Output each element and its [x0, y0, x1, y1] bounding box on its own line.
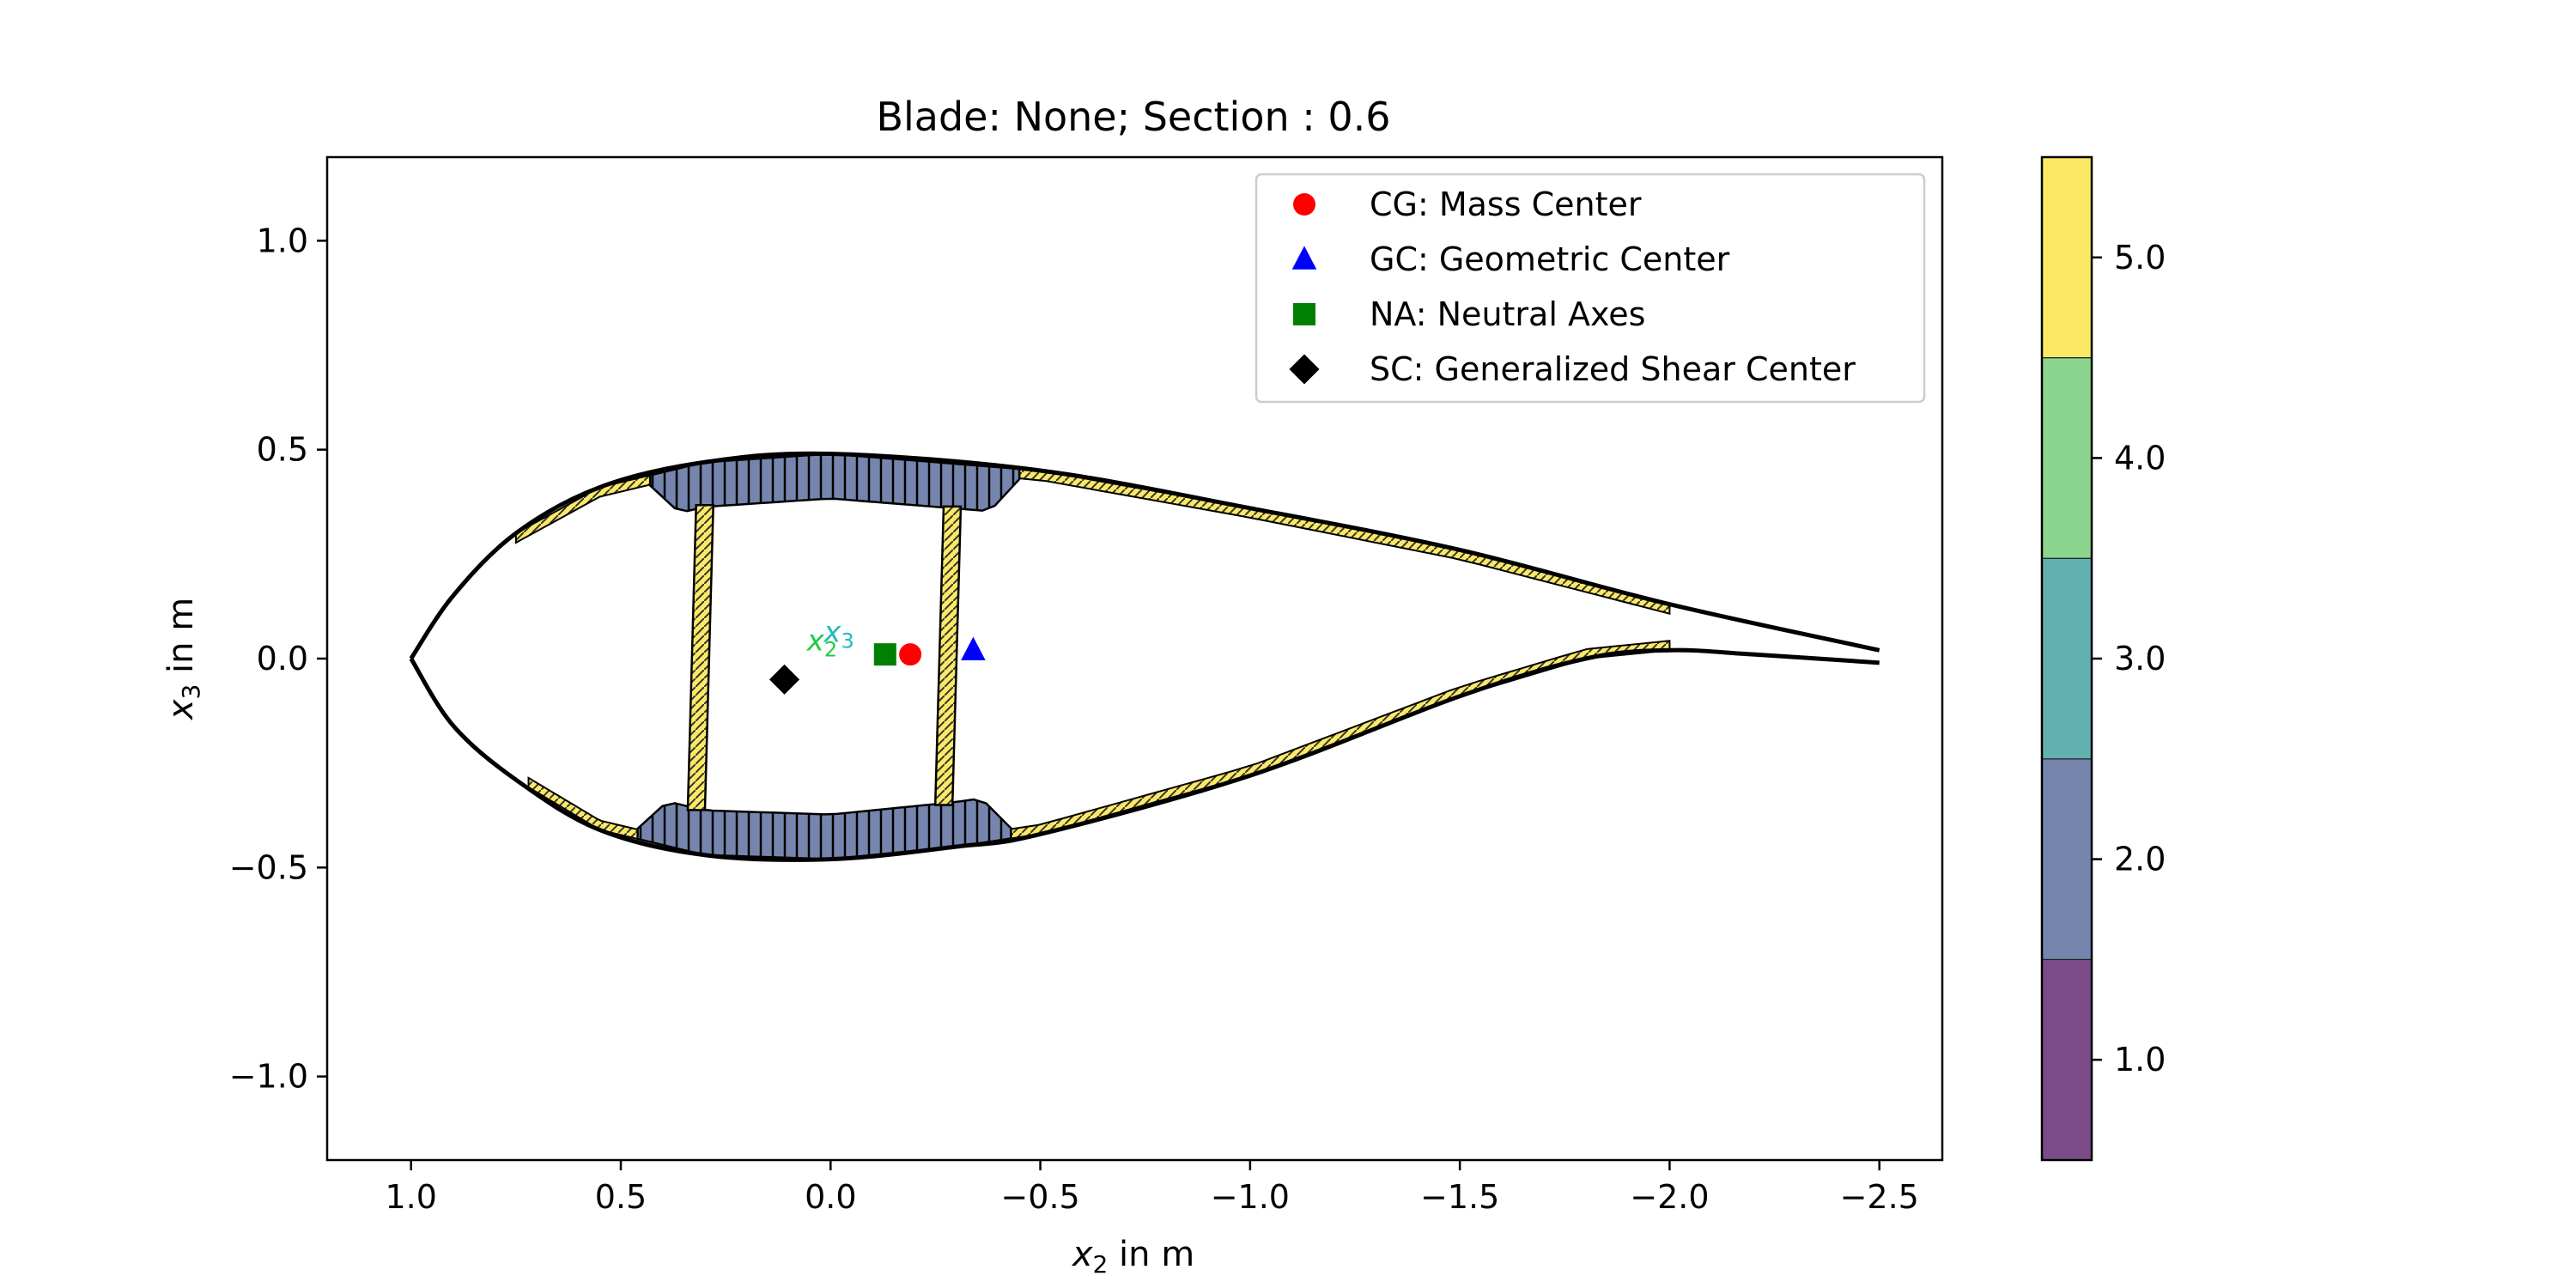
center-markers — [769, 636, 986, 695]
x-tick-label: 0.5 — [595, 1178, 647, 1216]
legend-marker-circle — [1293, 193, 1315, 216]
airfoil-section — [409, 451, 1880, 862]
legend-marker-square — [1293, 303, 1315, 325]
y-axis-label: x3 in m — [161, 598, 205, 721]
local-axis-label-0: x2 — [806, 623, 837, 661]
y-tick-label: −0.5 — [229, 848, 308, 886]
colorbar-segment-5 — [2041, 156, 2093, 359]
airfoil-outline-top — [409, 451, 1880, 660]
colorbar-segment-2 — [2041, 758, 2093, 960]
colorbar-segment-1 — [2041, 958, 2093, 1161]
marker-circle-0 — [899, 643, 922, 666]
x-tick-label: 1.0 — [385, 1178, 436, 1216]
colorbar-tick-label: 5.0 — [2114, 239, 2166, 276]
y-tick-label: 0.0 — [257, 640, 308, 677]
legend-label: GC: Geometric Center — [1370, 240, 1730, 278]
legend-marker-diamond — [1289, 354, 1320, 385]
x-tick-label: −2.5 — [1840, 1178, 1919, 1216]
shell-panel-top-1 — [1018, 467, 1671, 616]
x-axis-ticks: 1.0 0.5 0.0 −0.5 −1.0 −1.5 −2.0 −2.5 — [385, 1160, 1919, 1216]
x-tick-label: 0.0 — [805, 1178, 856, 1216]
x-tick-label: −1.5 — [1420, 1178, 1499, 1216]
x-tick-label: −0.5 — [1000, 1178, 1079, 1216]
legend-marker-triangle — [1291, 246, 1317, 270]
shear-web-2 — [933, 505, 963, 806]
shell-panel-bottom-2 — [527, 776, 639, 841]
legend: CG: Mass Center GC: Geometric Center NA: N… — [1255, 173, 1926, 404]
spar-cap-top — [648, 453, 1021, 513]
shell-panel-top-0 — [514, 474, 652, 544]
legend-label: NA: Neutral Axes — [1370, 295, 1645, 333]
legend-label: CG: Mass Center — [1370, 185, 1642, 223]
y-tick-label: 1.0 — [257, 222, 308, 259]
y-tick-label: −1.0 — [229, 1058, 308, 1096]
x-tick-label: −2.0 — [1630, 1178, 1709, 1216]
colorbar-tick-label: 2.0 — [2114, 841, 2166, 878]
colorbar-segment-3 — [2041, 557, 2093, 760]
colorbar-segment-4 — [2041, 357, 2093, 559]
local-axis-label-1: x3 — [823, 616, 854, 653]
y-tick-label: 0.5 — [257, 431, 308, 469]
marker-diamond-3 — [769, 664, 800, 695]
spar-cap-bottom — [636, 798, 1012, 860]
marker-square-2 — [873, 643, 896, 666]
x-axis-label: x2 in m — [1071, 1235, 1194, 1279]
colorbar-tick-label: 4.0 — [2114, 439, 2166, 477]
legend-box — [1255, 173, 1926, 404]
airfoil-outline-bottom — [409, 647, 1880, 862]
y-axis-ticks: 1.0 0.5 0.0 −0.5 −1.0 — [229, 222, 327, 1096]
marker-triangle-1 — [961, 636, 986, 660]
chart-title: Blade: None; Section : 0.6 — [876, 94, 1390, 140]
x-tick-label: −1.0 — [1211, 1178, 1290, 1216]
colorbar-tick-label: 3.0 — [2114, 640, 2166, 677]
colorbar: 1.0 2.0 3.0 4.0 5.0 — [2040, 155, 2166, 1162]
shear-web-1 — [686, 504, 714, 811]
legend-label: SC: Generalized Shear Center — [1370, 350, 1856, 388]
colorbar-tick-label: 1.0 — [2114, 1041, 2166, 1078]
shell-panel-bottom-3 — [1010, 640, 1671, 840]
